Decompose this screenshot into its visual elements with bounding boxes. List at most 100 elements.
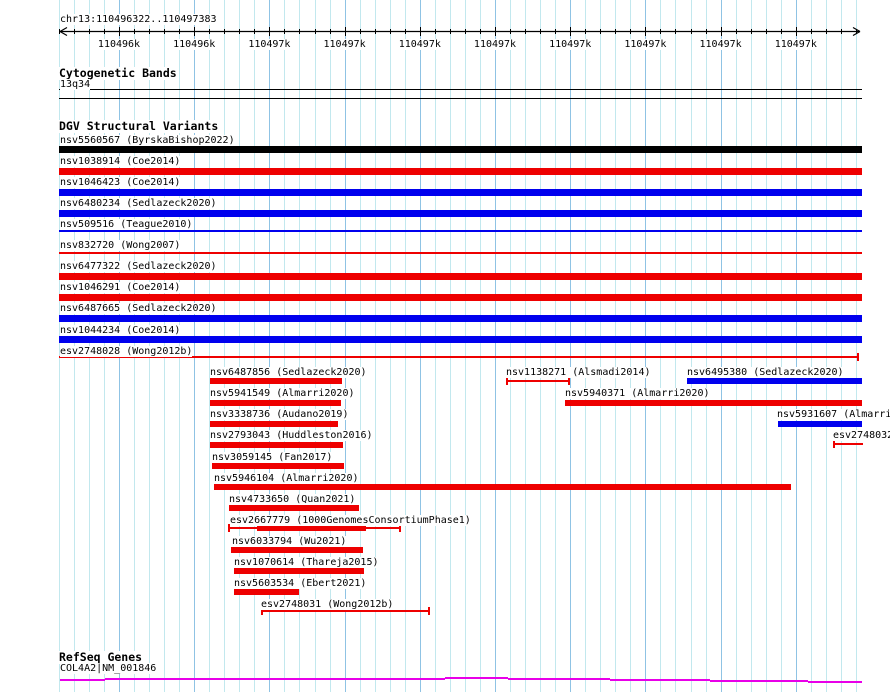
refseq-gene-line-segment[interactable] [60, 679, 105, 681]
variant-label[interactable]: nsv5603534 (Ebert2021) [234, 578, 367, 589]
variant-bar[interactable] [59, 189, 862, 196]
variant-label[interactable]: nsv5560567 (ByrskaBishop2022) [60, 135, 235, 146]
refseq-gene-line-segment[interactable] [210, 678, 445, 680]
variant-label[interactable]: nsv832720 (Wong2007) [60, 240, 181, 251]
variant-label[interactable]: nsv5941549 (Almarri2020) [210, 388, 355, 399]
ruler-minor-tick [314, 29, 316, 34]
variant-label[interactable]: nsv5946104 (Almarri2020) [214, 473, 359, 484]
refseq-gene-line-segment[interactable] [508, 678, 610, 680]
ruler-minor-tick [690, 29, 692, 34]
variant-bar[interactable] [231, 547, 363, 553]
major-gridline [495, 0, 496, 692]
ruler-minor-tick [239, 29, 241, 34]
variant-bar[interactable] [59, 168, 862, 175]
ruler-minor-tick [88, 29, 90, 34]
variant-bar[interactable] [778, 421, 862, 427]
variant-label[interactable]: nsv6033794 (Wu2021) [232, 536, 347, 547]
variant-label[interactable]: nsv1044234 (Coe2014) [60, 325, 181, 336]
variant-bar[interactable] [210, 421, 338, 427]
variant-bar[interactable] [234, 589, 299, 595]
variant-bar[interactable] [210, 378, 342, 384]
ruler-minor-tick [103, 29, 105, 34]
variant-range[interactable] [59, 353, 859, 361]
ruler-tick-label: 110496k [96, 39, 142, 50]
variant-label[interactable]: nsv6487665 (Sedlazeck2020) [60, 303, 217, 314]
variant-label[interactable]: esv2748028 (Wong2012b) [60, 346, 193, 357]
variant-range[interactable] [506, 377, 570, 385]
ruler-minor-tick [615, 29, 617, 34]
ruler-tick-label: 110496k [171, 39, 218, 50]
variant-bar[interactable] [59, 336, 862, 343]
variant-label[interactable]: nsv1070614 (Thareja2015) [234, 557, 379, 568]
variant-label[interactable]: nsv509516 (Teague2010) [60, 219, 193, 230]
minor-gridline [585, 0, 587, 692]
variant-label[interactable]: esv2667779 (1000GenomesConsortiumPhase1) [230, 515, 471, 526]
variant-range-line [833, 443, 863, 445]
variant-label[interactable]: nsv5940371 (Almarri2020) [565, 388, 710, 399]
variant-bar[interactable] [59, 146, 862, 153]
variant-label[interactable]: nsv6477322 (Sedlazeck2020) [60, 261, 217, 272]
variant-bar[interactable] [59, 230, 862, 232]
minor-gridline [449, 0, 451, 692]
variant-range[interactable] [261, 607, 430, 615]
variant-label[interactable]: nsv6487856 (Sedlazeck2020) [210, 367, 367, 378]
variant-label[interactable]: nsv6480234 (Sedlazeck2020) [60, 198, 217, 209]
variant-bar[interactable] [59, 210, 862, 217]
variant-bar[interactable] [210, 400, 341, 406]
refseq-gene-line-segment[interactable] [445, 677, 508, 679]
variant-label[interactable]: nsv3059145 (Fan2017) [212, 452, 333, 463]
minor-gridline [434, 0, 436, 692]
variant-label[interactable]: nsv4733650 (Quan2021) [229, 494, 356, 505]
minor-gridline [765, 0, 767, 692]
refseq-gene-line-segment[interactable] [610, 679, 710, 681]
variant-label[interactable]: nsv1046423 (Coe2014) [60, 177, 181, 188]
refseq-gene-label[interactable]: COL4A2|NM_001846 [60, 663, 157, 674]
variant-label[interactable]: esv2748032 [833, 430, 890, 441]
variant-range[interactable] [833, 440, 863, 448]
variant-label[interactable]: nsv1038914 (Coe2014) [60, 156, 181, 167]
refseq-gene-line-segment[interactable] [808, 681, 862, 683]
ruler-minor-tick [479, 29, 481, 34]
ruler-major-tick [495, 27, 496, 36]
variant-bar[interactable] [59, 273, 862, 280]
minor-gridline [239, 0, 241, 692]
variant-range-end-tick [428, 607, 430, 615]
refseq-gene-line-segment[interactable] [710, 680, 808, 682]
variant-bar[interactable] [212, 463, 344, 469]
variant-bar[interactable] [59, 315, 862, 322]
variant-label[interactable]: nsv6495380 (Sedlazeck2020) [687, 367, 844, 378]
variant-label[interactable]: esv2748031 (Wong2012b) [261, 599, 394, 610]
variant-label[interactable]: nsv1046291 (Coe2014) [60, 282, 181, 293]
ruler-minor-tick [525, 29, 526, 34]
variant-bar[interactable] [59, 294, 862, 301]
major-gridline [720, 0, 722, 692]
variant-label[interactable]: nsv1138271 (Alsmadi2014) [506, 367, 651, 378]
variant-range[interactable] [228, 524, 401, 532]
variant-bar[interactable] [59, 252, 862, 254]
ruler-minor-tick [404, 29, 406, 34]
variant-label[interactable]: nsv2793043 (Huddleston2016) [210, 430, 373, 441]
minor-gridline [329, 0, 331, 692]
variant-label[interactable]: nsv5931607 (Almarri [777, 409, 890, 420]
variant-bar[interactable] [565, 400, 862, 406]
cytoband-label[interactable]: 13q34 [60, 79, 91, 90]
refseq-track-title: RefSeq Genes [59, 650, 143, 664]
variant-range-end-tick [568, 377, 570, 385]
variant-range-line [261, 610, 430, 612]
refseq-gene-line-segment[interactable] [105, 678, 210, 680]
ruler-major-tick [795, 27, 797, 36]
minor-gridline [359, 0, 361, 692]
minor-gridline [374, 0, 376, 692]
ruler-major-tick [419, 27, 421, 36]
ruler-minor-tick [555, 29, 557, 34]
variant-label[interactable]: nsv3338736 (Audano2019) [210, 409, 349, 420]
minor-gridline [58, 0, 60, 692]
variant-bar[interactable] [214, 484, 791, 490]
ruler-minor-tick [209, 29, 211, 34]
variant-bar[interactable] [229, 505, 359, 511]
variant-bar[interactable] [687, 378, 862, 384]
variant-bar[interactable] [210, 442, 343, 448]
variant-bar[interactable] [234, 568, 364, 574]
major-gridline [570, 0, 572, 692]
cytoband-box[interactable] [59, 89, 862, 99]
